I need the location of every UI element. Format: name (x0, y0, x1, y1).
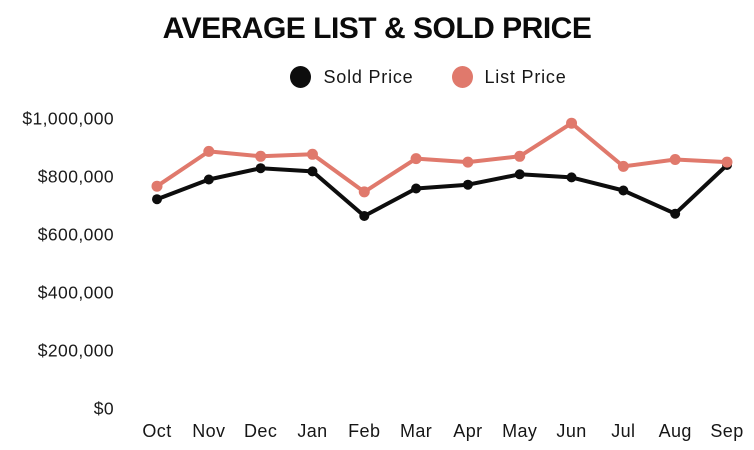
legend-item-sold-price[interactable]: Sold Price (290, 66, 413, 88)
y-axis-tick-label: $1,000,000 (22, 109, 114, 129)
sold-price-point-aug (670, 208, 681, 219)
sold-price-point-nov (203, 174, 214, 185)
list-price-line (155, 121, 729, 194)
sold-price-point-jul (618, 185, 629, 196)
list-price-point-dec (255, 150, 267, 162)
sold-price-point-apr (462, 179, 473, 190)
x-axis-tick-label: Nov (192, 421, 225, 441)
sold-price-point-may (514, 169, 525, 180)
x-axis-tick-label: Sep (710, 421, 743, 441)
list-price-point-may (514, 150, 526, 162)
list-price-point-jul (617, 160, 629, 172)
y-axis-tick-label: $200,000 (38, 341, 114, 361)
chart-legend: Sold Price List Price (130, 64, 727, 90)
chart-title: AVERAGE LIST & SOLD PRICE (162, 12, 592, 45)
x-axis-tick-label: Oct (142, 421, 171, 441)
list-price-point-aug (669, 154, 681, 165)
x-axis-tick-label: Dec (244, 421, 277, 441)
list-price-legend-dot-icon (451, 66, 473, 88)
legend-label-sold-price: Sold Price (323, 66, 414, 87)
x-axis-tick-label: Apr (453, 421, 482, 441)
y-axis-tick-label: $400,000 (38, 283, 114, 303)
y-axis-tick-label: $0 (94, 399, 114, 419)
list-price-point-apr (462, 156, 474, 168)
list-price-point-feb (358, 186, 370, 198)
sold-price-point-oct (152, 194, 162, 205)
sold-price-line (155, 163, 729, 218)
sold-price-point-mar (411, 183, 422, 194)
sold-price-point-feb (359, 211, 370, 221)
x-axis-tick-label: Jul (611, 421, 635, 441)
list-price-point-jun (566, 117, 578, 129)
list-price-point-oct (151, 180, 163, 192)
list-price-point-mar (410, 153, 422, 165)
x-axis-tick-label: Jun (556, 421, 586, 441)
sold-price-point-jan (307, 166, 318, 177)
list-price-point-nov (203, 145, 215, 157)
x-axis-tick-label: Aug (659, 421, 692, 441)
x-axis-tick-label: Jan (297, 421, 327, 441)
sold-price-legend-dot-icon (290, 66, 312, 88)
list-price-point-jan (306, 148, 318, 160)
x-axis-tick-label: Feb (348, 421, 380, 441)
y-axis-tick-label: $800,000 (38, 167, 114, 187)
x-axis-tick-label: Mar (400, 421, 432, 441)
y-axis-tick-label: $600,000 (38, 225, 114, 245)
legend-label-list-price: List Price (484, 66, 567, 87)
sold-price-point-jun (566, 172, 577, 183)
sold-price-point-dec (255, 163, 266, 174)
list-price-point-sep (721, 156, 733, 168)
x-axis-tick-label: May (502, 421, 537, 441)
legend-item-list-price[interactable]: List Price (451, 66, 567, 88)
